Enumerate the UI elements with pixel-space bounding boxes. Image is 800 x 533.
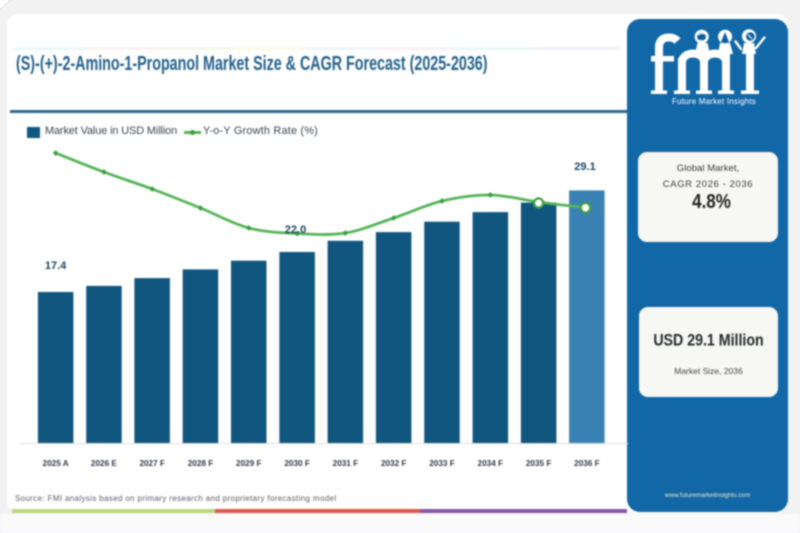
svg-text:2026 E: 2026 E xyxy=(91,459,117,468)
svg-text:22.0: 22.0 xyxy=(285,224,306,236)
svg-text:2036 F: 2036 F xyxy=(574,459,600,468)
svg-text:2029 F: 2029 F xyxy=(236,459,262,468)
svg-text:2031 F: 2031 F xyxy=(333,459,359,468)
svg-text:Future Market Insights: Future Market Insights xyxy=(672,97,756,106)
svg-text:2032 F: 2032 F xyxy=(381,459,407,468)
svg-text:2027 F: 2027 F xyxy=(139,459,165,468)
svg-text:17.4: 17.4 xyxy=(45,260,67,272)
svg-text:2025 A: 2025 A xyxy=(43,459,69,468)
svg-text:2034 F: 2034 F xyxy=(478,459,504,468)
svg-text:2033 F: 2033 F xyxy=(429,459,455,468)
svg-text:2028 F: 2028 F xyxy=(188,459,214,468)
svg-text:2035 F: 2035 F xyxy=(526,459,552,468)
svg-text:29.1: 29.1 xyxy=(574,161,595,173)
svg-text:2030 F: 2030 F xyxy=(284,459,310,468)
